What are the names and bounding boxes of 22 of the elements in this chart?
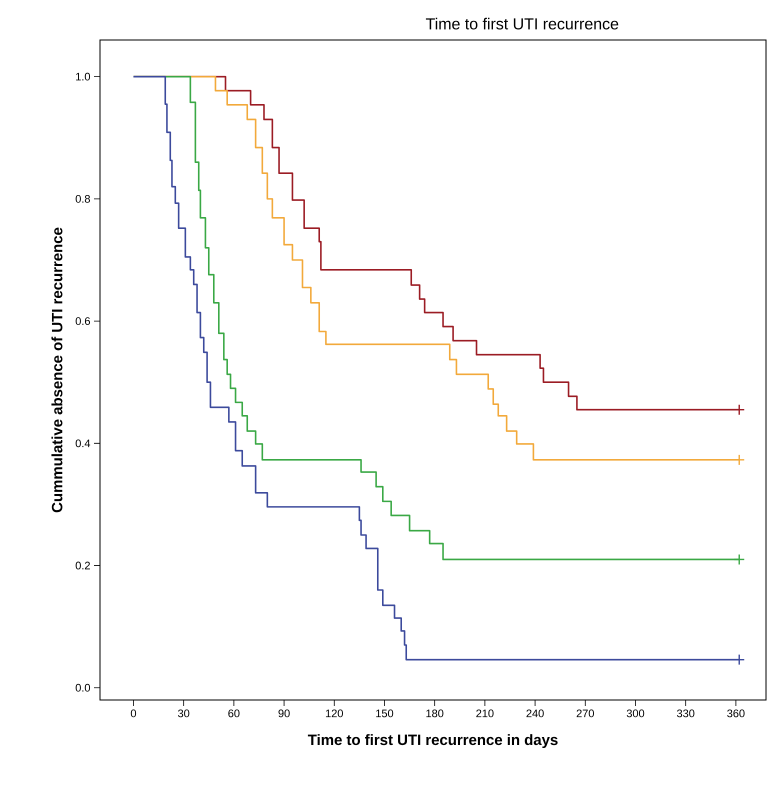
x-tick-label: 150	[376, 710, 394, 718]
x-tick-label: 60	[228, 710, 240, 718]
x-tick-label: 240	[526, 710, 544, 718]
chart-title: Time to first UTI recurrence	[426, 18, 618, 30]
x-tick-label: 30	[178, 710, 190, 718]
x-tick-label: 210	[476, 710, 494, 718]
x-tick-label: 270	[576, 710, 594, 718]
x-tick-label: 0	[130, 710, 136, 718]
x-tick-label: 120	[326, 710, 343, 718]
y-axis-title: Cummulative absence of UTI recurrence	[51, 228, 62, 512]
x-axis-title: Time to first UTI recurrence in days	[308, 734, 558, 748]
x-tick-label: 90	[278, 710, 290, 718]
y-tick-label: 0.4	[76, 439, 90, 448]
y-tick-label: 0.0	[76, 684, 90, 692]
y-tick-label: 0.2	[76, 562, 90, 570]
x-tick-label: 180	[426, 710, 444, 718]
x-tick-label: 300	[626, 710, 644, 718]
y-tick-label: 0.6	[76, 317, 90, 325]
y-tick-label: 1.0	[76, 72, 90, 81]
x-tick-label: 360	[727, 710, 745, 718]
y-tick-label: 0.8	[76, 195, 90, 203]
x-tick-label: 330	[676, 710, 694, 718]
